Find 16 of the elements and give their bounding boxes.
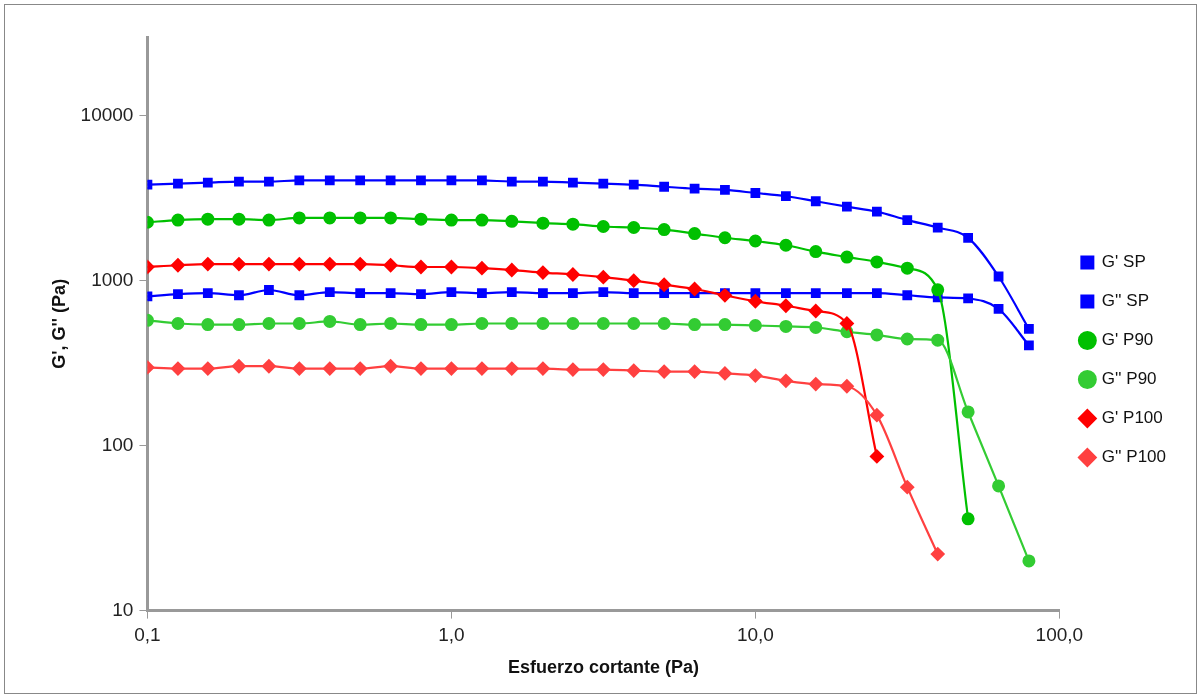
y-tick-label: 10 [112,598,134,620]
legend-label: G' P100 [1101,408,1163,428]
x-axis-title: Esfuerzo cortante (Pa) [507,657,699,678]
y-axis-title: G', G'' (Pa) [48,278,69,369]
x-tick-label: 100,0 [1035,624,1084,646]
x-tick-label: 0,1 [134,624,161,646]
legend-label: G'' SP [1101,291,1149,311]
y-tick-label: 1000 [91,268,134,290]
legend-label: G' SP [1101,252,1146,272]
x-tick-label: 1,0 [438,624,465,646]
y-tick-label: 100 [101,433,134,455]
legend-label: G'' P100 [1101,447,1166,467]
x-tick-label: 10,0 [736,624,774,646]
legend-label: G' P90 [1101,330,1154,350]
legend-label: G'' P90 [1101,369,1157,389]
y-tick-label: 10000 [80,103,134,125]
